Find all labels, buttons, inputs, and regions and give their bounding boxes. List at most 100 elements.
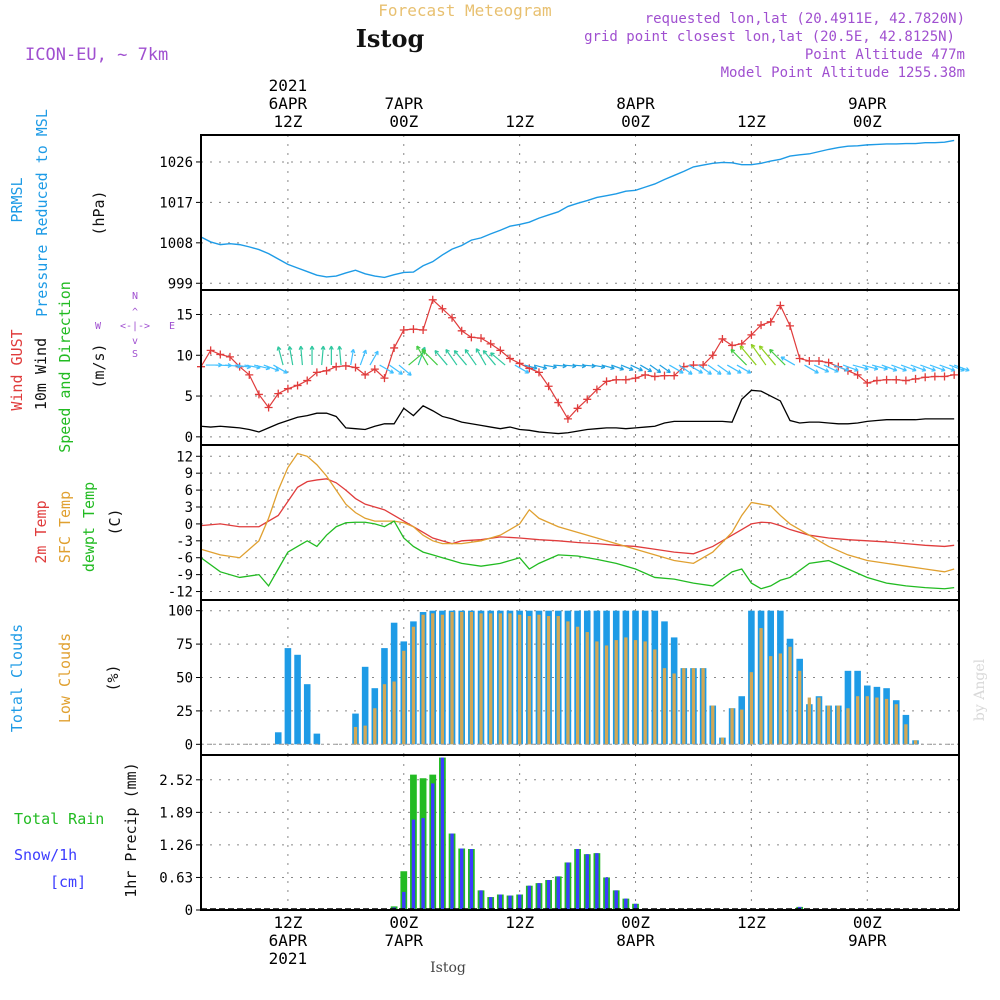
y-tick-label: 999 [168, 276, 193, 292]
wind-arrow [350, 348, 356, 366]
low-cloud-bar [884, 698, 889, 745]
svg-text:N: N [132, 291, 138, 302]
wind-arrow [920, 364, 936, 372]
low-cloud-bar [624, 637, 628, 745]
snow-bar [431, 783, 435, 910]
snow-label: Snow/1h [14, 846, 77, 864]
snow-bar [488, 897, 493, 910]
low-cloud-bar [691, 668, 696, 745]
snow-bar [614, 890, 618, 910]
snow-bar [440, 757, 445, 910]
total-cloud-bar [294, 654, 301, 745]
top-tick-label: 00Z [389, 112, 418, 131]
wind-arrow [891, 364, 907, 372]
gust-point [950, 370, 959, 379]
wind-arrow [533, 364, 548, 370]
gust-point [786, 321, 795, 330]
model-label: ICON-EU, ~ 7km [25, 45, 168, 65]
low-cloud-bar [431, 613, 435, 745]
wind-arrow [416, 345, 429, 366]
gust-point [448, 313, 457, 322]
gust-point [911, 374, 920, 383]
gust-point [544, 382, 553, 391]
ms-unit-label: (m/s) [90, 343, 108, 388]
gust-line [200, 298, 955, 420]
wind-arrow [717, 364, 732, 375]
y-tick-label: 0.63 [159, 870, 193, 886]
wind-arrow [900, 364, 917, 372]
y-tick-label: 5 [185, 389, 193, 405]
gust-point [631, 374, 640, 383]
bottom-tick-label: 12Z [273, 913, 302, 932]
low-cloud-bar [894, 704, 898, 745]
low-cloud-bar [440, 614, 445, 745]
gust-point [795, 354, 804, 363]
gust-point [824, 358, 833, 367]
precip-panel: 0 0.63 1.26 1.89 2.52 [159, 754, 960, 919]
low-cloud-bar [817, 697, 821, 745]
wind-arrow [273, 364, 288, 374]
y-tick-label: 1.26 [159, 838, 193, 854]
snow-bar [604, 877, 609, 910]
wind-arrow [953, 364, 970, 372]
rain-bar [400, 871, 408, 910]
gust-point [283, 384, 292, 393]
gust-point [312, 368, 321, 377]
wind-arrow [823, 364, 839, 373]
svg-text:^: ^ [132, 307, 138, 318]
snow-bar [411, 819, 416, 910]
low-cloud-bar [769, 656, 773, 745]
y-tick-label: 2.52 [159, 773, 193, 789]
y-tick-label: -3 [176, 534, 193, 550]
snow-bar [537, 883, 541, 910]
low-cloud-bar [508, 613, 512, 745]
wind-arrow [276, 346, 284, 366]
gust-point [496, 346, 505, 355]
prmsl-line [200, 139, 955, 279]
gust-point [718, 334, 727, 343]
wind-arrow [739, 345, 757, 366]
wind-arrow [736, 364, 752, 374]
wind-arrow [833, 364, 849, 372]
gust-point [670, 371, 679, 380]
y-tick-label: 12 [176, 449, 193, 465]
y-tick-label: 100 [168, 604, 193, 620]
wind-arrow [482, 349, 496, 366]
snow-unit-label: [cm] [50, 873, 86, 891]
credit-watermark: by Angel [972, 658, 988, 721]
y-tick-label: 10 [176, 348, 193, 364]
gust-point [641, 370, 650, 379]
gust-point [370, 365, 379, 374]
dewpt-line [200, 520, 955, 590]
clouds-panel: 0 25 50 75 100 [168, 599, 960, 756]
snow-bar [595, 853, 599, 910]
gust-label: Wind GUST [8, 329, 26, 410]
wind-arrow [464, 348, 477, 366]
temp2m-label: 2m Temp [32, 500, 50, 563]
gust-point [612, 375, 621, 384]
low-cloud-bar [875, 697, 879, 745]
hpa-unit-label: (hPa) [90, 190, 108, 235]
top-tick-label: 12Z [505, 112, 534, 131]
wind-arrow [929, 364, 946, 372]
snow-bar [556, 876, 560, 910]
wind-arrow [490, 352, 506, 366]
total-cloud-bar [844, 670, 852, 745]
low-cloud-bar [392, 681, 396, 745]
wind-arrow [852, 364, 869, 371]
snow-bar [508, 895, 512, 910]
top-tick-label: 00Z [853, 112, 882, 131]
low-cloud-bar [527, 616, 531, 745]
precip-unit-label: 1hr Precip (mm) [122, 762, 140, 897]
low-cloud-bar [566, 621, 570, 745]
wind-arrow [388, 364, 403, 375]
wind-arrow [359, 349, 367, 366]
gust-point [621, 375, 630, 384]
gust-point [660, 371, 669, 380]
snow-bar [460, 848, 464, 910]
gust-point [930, 372, 939, 381]
wind-arrow [398, 364, 412, 376]
gust-point [554, 398, 563, 407]
y-tick-label: 6 [185, 483, 193, 499]
y-tick-label: -12 [168, 585, 193, 601]
